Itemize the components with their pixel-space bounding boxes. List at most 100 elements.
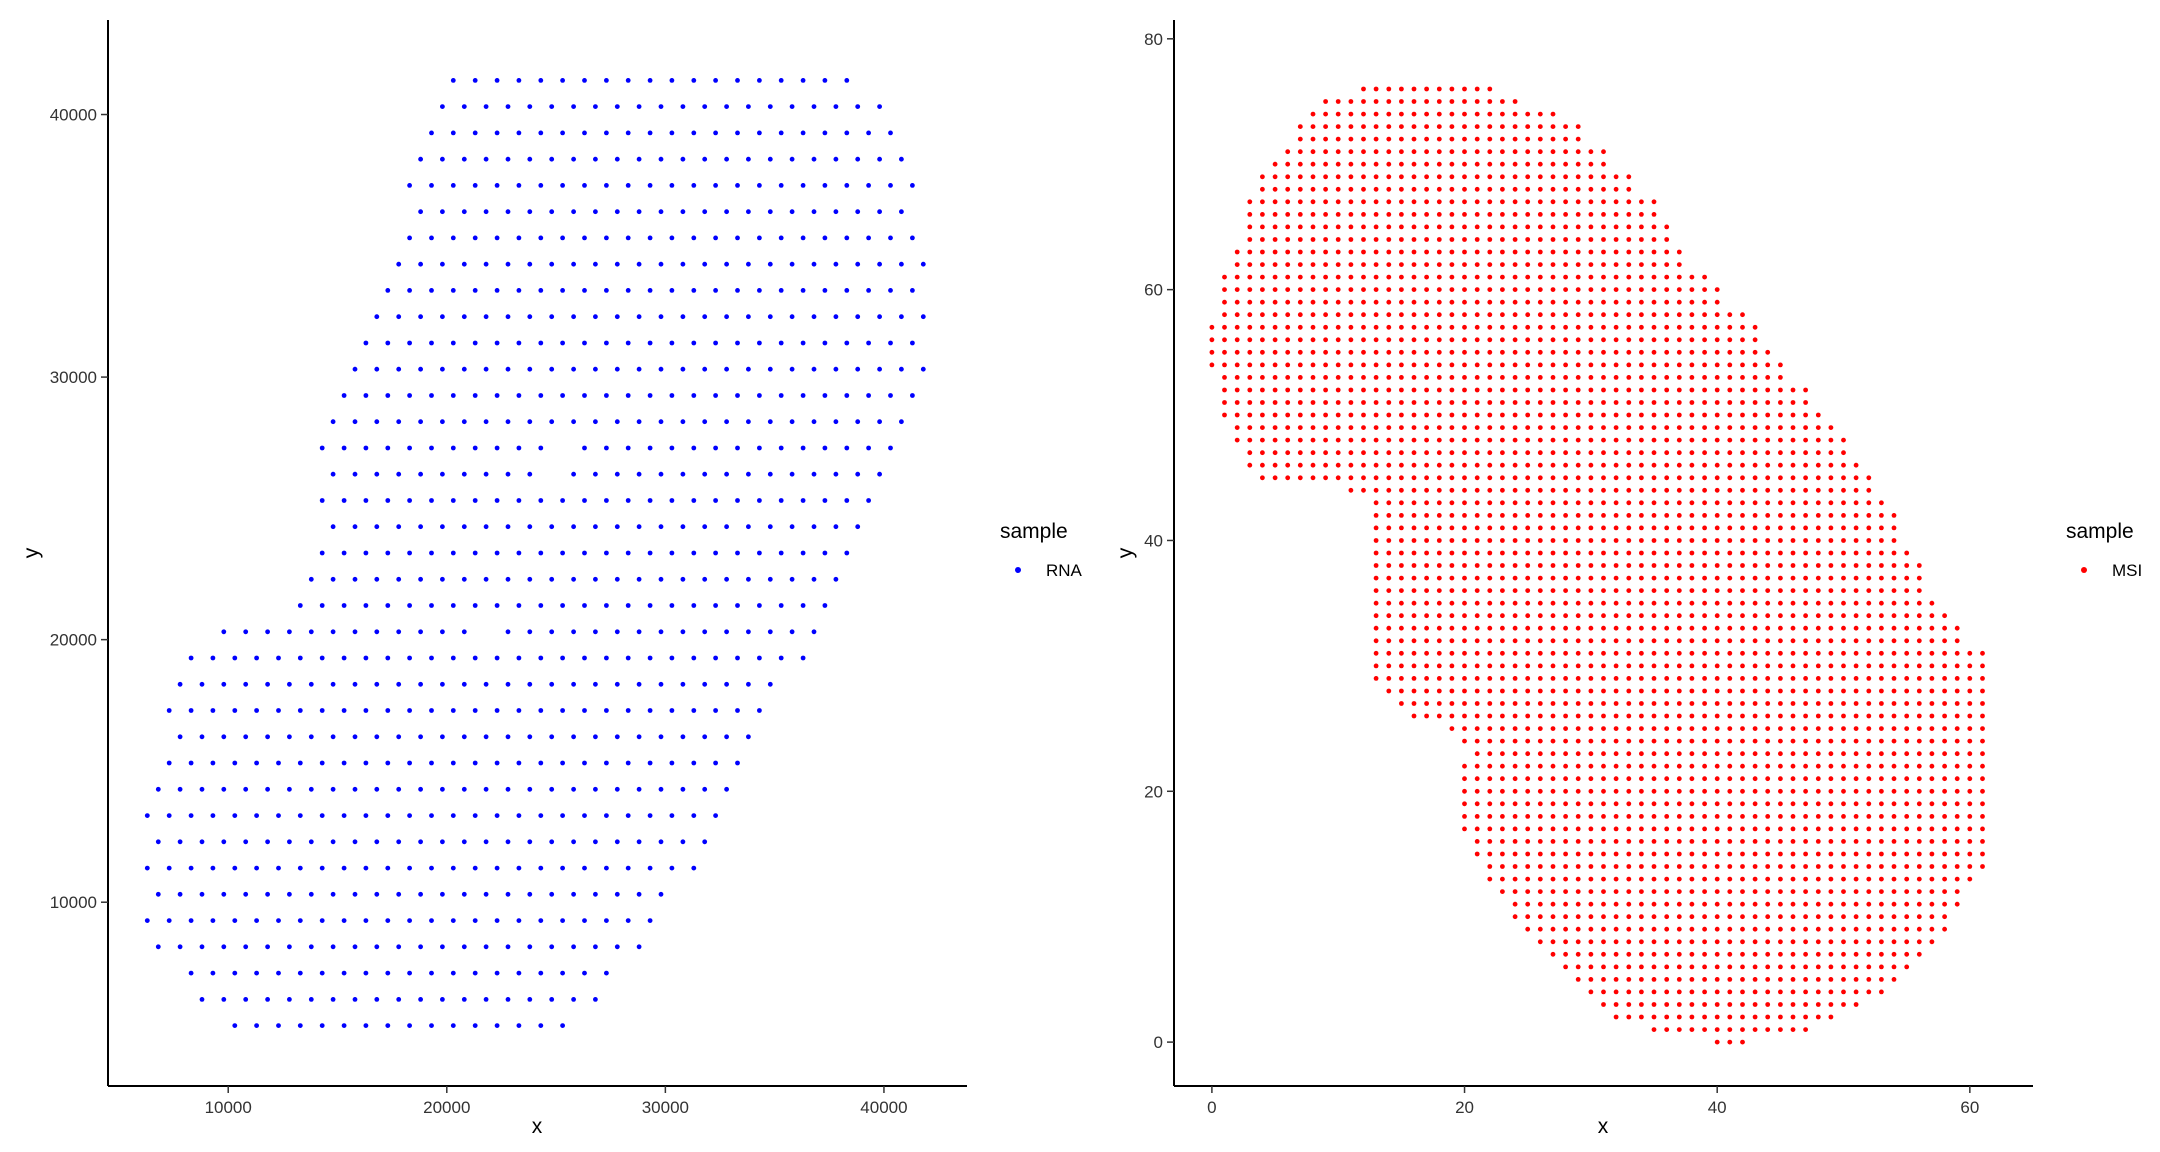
data-point: [1664, 525, 1670, 531]
data-point: [1537, 136, 1543, 142]
data-point: [1411, 563, 1417, 568]
data-point: [1702, 588, 1707, 593]
data-point: [1411, 575, 1417, 581]
data-point: [166, 918, 172, 923]
data-point: [1462, 763, 1467, 769]
data-point: [461, 629, 467, 635]
data-point: [1664, 538, 1670, 543]
data-point: [1664, 713, 1670, 719]
data-point: [1297, 224, 1303, 230]
data-point: [1373, 149, 1379, 155]
data-point: [1537, 663, 1543, 669]
data-point: [1714, 951, 1720, 957]
data-point: [1550, 437, 1556, 443]
data-point: [658, 471, 664, 477]
data-point: [1449, 237, 1455, 242]
data-point: [1575, 199, 1581, 205]
data-point: [910, 183, 915, 188]
data-point: [1613, 864, 1619, 869]
data-point: [1740, 613, 1745, 619]
data-point: [1399, 174, 1404, 180]
data-point: [1689, 600, 1695, 606]
data-point: [1815, 951, 1821, 957]
data-point: [1815, 525, 1821, 531]
data-point: [1727, 751, 1733, 757]
data-point: [1411, 99, 1417, 104]
data-point: [680, 681, 686, 687]
data-point: [1411, 688, 1417, 694]
data-point: [1222, 387, 1227, 393]
data-point: [1689, 375, 1695, 380]
data-point: [1436, 575, 1442, 581]
data-point: [1310, 124, 1316, 129]
data-point: [1664, 550, 1670, 556]
data-point: [757, 393, 762, 398]
data-point: [1222, 287, 1227, 292]
data-point: [1916, 901, 1922, 907]
data-point: [1462, 713, 1467, 719]
data-point: [352, 997, 358, 1002]
data-point: [1500, 349, 1505, 355]
data-point: [833, 576, 839, 582]
data-point: [1866, 901, 1872, 907]
data-point: [1714, 538, 1720, 543]
data-point: [1436, 237, 1442, 242]
data-point: [1525, 224, 1531, 230]
data-point: [1790, 550, 1796, 556]
data-point: [352, 734, 358, 740]
data-point: [746, 261, 751, 267]
data-point: [1980, 826, 1985, 832]
data-point: [778, 340, 784, 346]
data-point: [1424, 287, 1429, 292]
data-point: [1765, 550, 1771, 556]
data-point: [472, 288, 478, 293]
data-point: [1373, 299, 1379, 305]
data-point: [1272, 375, 1278, 380]
data-point: [1512, 588, 1518, 593]
data-point: [1272, 462, 1278, 468]
data-point: [1740, 688, 1745, 694]
data-point: [1462, 801, 1467, 807]
data-point: [1853, 939, 1859, 945]
data-point: [1310, 136, 1316, 142]
data-point: [1942, 726, 1947, 731]
data-point: [1487, 387, 1493, 393]
data-point: [1260, 425, 1265, 430]
data-point: [1260, 375, 1265, 380]
data-point: [440, 786, 445, 792]
data-point: [494, 760, 500, 766]
data-point: [538, 235, 544, 241]
data-point: [1373, 663, 1379, 669]
data-point: [516, 288, 522, 293]
data-point: [1297, 237, 1303, 242]
data-point: [691, 550, 697, 556]
data-point: [1386, 375, 1392, 380]
data-point: [1942, 701, 1947, 706]
data-point: [1563, 951, 1568, 957]
data-point: [1828, 487, 1834, 493]
data-point: [538, 708, 544, 713]
data-point: [1879, 839, 1884, 844]
data-point: [1815, 826, 1821, 832]
data-point: [1853, 638, 1859, 644]
legend-label-rna: RNA: [1046, 561, 1083, 580]
data-point: [1651, 575, 1657, 581]
data-point: [527, 366, 533, 372]
data-point: [1778, 701, 1783, 706]
data-point: [1500, 337, 1505, 343]
data-point: [1310, 174, 1316, 180]
data-point: [1702, 788, 1707, 794]
data-point: [1676, 951, 1682, 957]
data-point: [1613, 262, 1619, 267]
data-point: [1563, 701, 1568, 706]
data-point: [1525, 375, 1531, 380]
data-point: [757, 183, 762, 188]
data-point: [1550, 174, 1556, 180]
data-point: [483, 681, 489, 687]
data-point: [1601, 212, 1606, 217]
data-point: [1626, 613, 1632, 619]
data-point: [1752, 575, 1758, 581]
data-point: [1879, 801, 1884, 807]
data-point: [789, 209, 795, 215]
data-point: [1879, 650, 1884, 656]
